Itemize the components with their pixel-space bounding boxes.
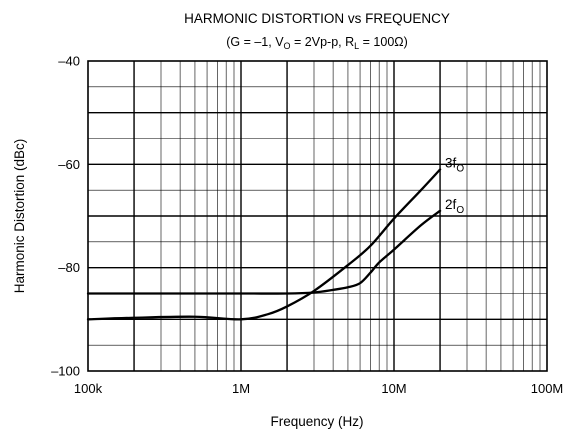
x-tick-label: 100M: [531, 381, 564, 396]
x-tick-label: 100k: [74, 381, 103, 396]
chart-title: HARMONIC DISTORTION vs FREQUENCY: [184, 11, 450, 26]
series-layer: 3fO 2fO: [86, 156, 464, 321]
series-line-1: [86, 168, 442, 321]
y-axis-label: Harmonic Distortion (dBc): [12, 139, 27, 294]
x-tick-label: 1M: [232, 381, 250, 396]
plot-frame: [87, 60, 548, 372]
y-tick-label: –40: [58, 54, 80, 69]
x-tick-label: 10M: [381, 381, 406, 396]
series-line-2: [86, 209, 442, 295]
x-axis-label: Frequency (Hz): [270, 414, 363, 429]
major-grid: [88, 61, 547, 371]
series-label-1: 3fO: [445, 156, 464, 175]
y-tick-labels: –40 –60 –80 –100: [51, 54, 80, 379]
x-tick-labels: 100k 1M 10M 100M: [74, 381, 563, 396]
y-tick-label: –60: [58, 157, 80, 172]
y-tick-label: –80: [58, 260, 80, 275]
chart-subtitle: (G = –1, VO = 2Vp-p, RL = 100Ω): [226, 35, 408, 51]
y-tick-label: –100: [51, 364, 80, 379]
series-label-2: 2fO: [445, 197, 464, 216]
